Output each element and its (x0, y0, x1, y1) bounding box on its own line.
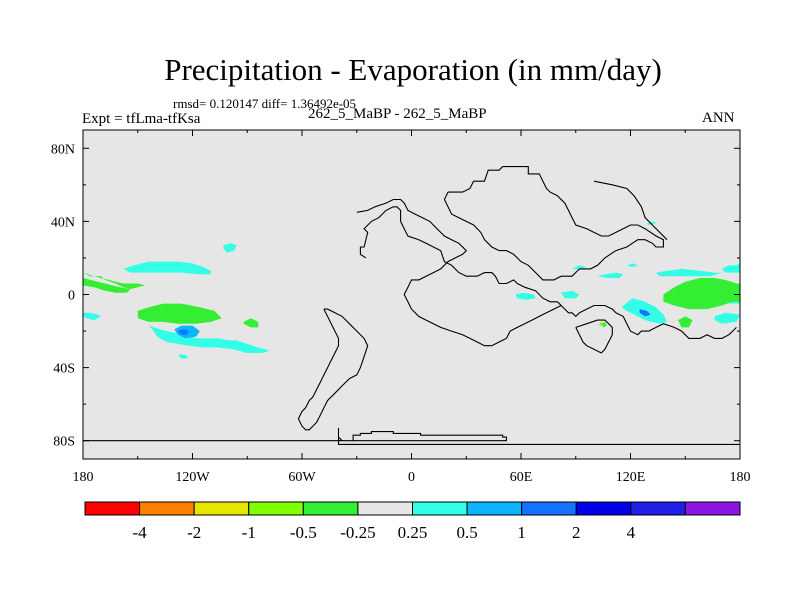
y-tick-label: 80N (51, 142, 75, 157)
axis-layer: 180 120W 60W 0 60E 120E 180 80N 40N 0 40S 80S (51, 129, 751, 485)
colorbar-swatch-4 (302, 501, 359, 516)
rmsd-diff-stats: rmsd= 0.120147 diff= 1.36492e-05 (173, 96, 357, 111)
anomaly-patch-5 (145, 321, 270, 353)
anomaly-patch-13 (656, 268, 722, 277)
colorbar-label: -0.5 (290, 523, 317, 542)
colorbar-swatch-11 (684, 501, 741, 516)
y-tick-label: 80S (53, 435, 75, 450)
anomaly-patch-20 (639, 309, 651, 317)
anomaly-patch-19 (714, 312, 740, 324)
period-label: 262_5_MaBP - 262_5_MaBP (308, 106, 487, 122)
coastline-south-america (297, 308, 369, 431)
colorbar-label: 2 (572, 523, 581, 542)
x-tick-label: 0 (408, 470, 415, 485)
anomaly-patch-14 (721, 263, 740, 273)
x-tick-label: 120W (175, 470, 210, 485)
anomaly-patch-0 (83, 272, 146, 289)
coastline-greenland-ne (593, 180, 668, 241)
anomaly-patch-23 (561, 290, 580, 299)
coastline-europe-west (356, 198, 562, 347)
colorbar-swatch-3 (248, 501, 304, 516)
coastline-antarctica-edge (83, 440, 740, 445)
anomaly-patch-8 (243, 318, 259, 328)
anomaly-patch-25 (599, 321, 604, 326)
anomaly-patch-26 (646, 221, 656, 225)
colorbar-swatch-7 (466, 501, 523, 516)
colorbar-swatch-6 (412, 501, 468, 516)
x-tick-label: 180 (73, 470, 94, 485)
colorbar-swatch-1 (139, 501, 195, 516)
coastline-asia-north (443, 166, 664, 281)
colorbar-label: 1 (517, 523, 526, 542)
anomaly-patch-6 (177, 354, 189, 359)
anomaly-patches (83, 221, 740, 359)
anomaly-patch-2 (123, 261, 211, 275)
colorbar-swatch-9 (575, 501, 632, 516)
coastlines (83, 166, 740, 445)
colorbar-label: 0.25 (398, 523, 428, 542)
coastline-africa-europe-asia (337, 427, 507, 442)
anomaly-patch-7 (137, 303, 222, 324)
anomaly-patch-4 (83, 312, 102, 321)
anomaly-patch-21 (515, 292, 536, 300)
anomaly-patch-11 (597, 272, 624, 278)
season-label: ANN (702, 110, 735, 126)
anomaly-patch-12 (626, 263, 638, 268)
anomaly-patch-17 (678, 316, 693, 328)
anomaly-patch-10 (177, 329, 189, 335)
colorbar-swatch-5 (357, 501, 413, 516)
coastline-australia (575, 319, 613, 354)
y-tick-label: 40N (51, 215, 75, 230)
chart-title: Precipitation - Evaporation (in mm/day) (164, 52, 662, 87)
colorbar-label: -2 (187, 523, 201, 542)
colorbar-swatch-8 (521, 501, 577, 516)
x-tick-label: 120E (616, 470, 646, 485)
colorbar-label: 0.5 (456, 523, 477, 542)
x-tick-label: 60E (510, 470, 533, 485)
anomaly-patch-3 (223, 243, 237, 253)
colorbar-swatch-2 (193, 501, 250, 516)
colorbar-swatch-10 (630, 501, 686, 516)
coastline-north-america (359, 206, 737, 339)
colorbar-label: -0.25 (340, 523, 375, 542)
anomaly-patch-1 (83, 278, 131, 293)
anomaly-patch-16 (663, 278, 740, 310)
colorbar: -4 -2 -1 -0.5 -0.25 0.25 0.5 1 2 4 (84, 501, 741, 542)
colorbar-label: -4 (132, 523, 147, 542)
plot-background (83, 130, 740, 459)
colorbar-label: 4 (627, 523, 636, 542)
x-tick-label: 60W (288, 470, 316, 485)
anomaly-patch-24 (601, 321, 607, 328)
colorbar-label: -1 (242, 523, 256, 542)
map-layer (83, 130, 740, 459)
anomaly-patch-22 (572, 265, 587, 269)
experiment-label: Expt = tfLma-tfKsa (82, 111, 201, 127)
colorbar-swatch-0 (84, 501, 141, 516)
y-tick-label: 40S (53, 362, 75, 377)
y-tick-label: 0 (68, 289, 75, 304)
x-tick-label: 180 (730, 470, 751, 485)
